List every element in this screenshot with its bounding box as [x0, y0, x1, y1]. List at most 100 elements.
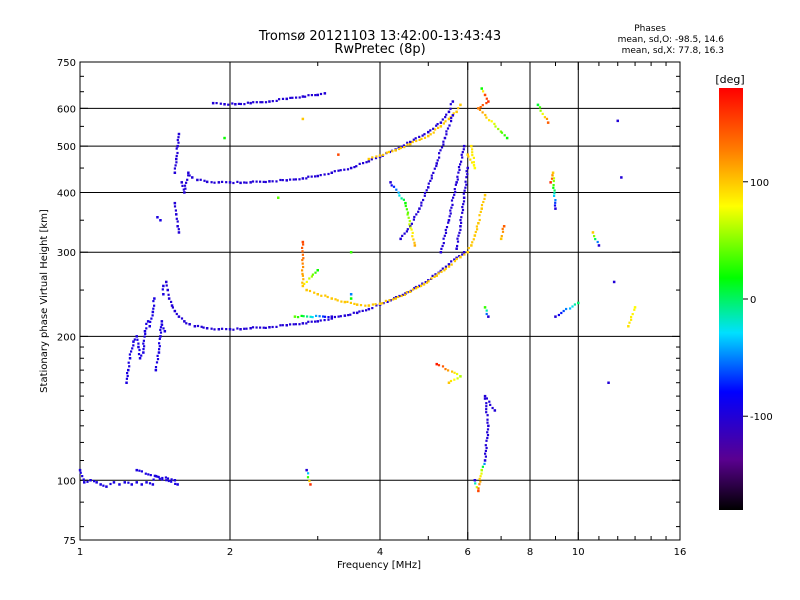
data-point: [144, 332, 147, 335]
data-point: [463, 189, 466, 192]
data-point: [268, 326, 271, 329]
data-point: [245, 327, 248, 330]
data-point: [301, 322, 305, 325]
data-point: [89, 479, 92, 482]
data-point: [302, 243, 305, 246]
data-point: [487, 315, 490, 318]
data-point: [142, 348, 145, 351]
data-point: [445, 113, 448, 116]
data-point: [289, 178, 292, 181]
data-point: [112, 481, 116, 484]
data-point: [399, 146, 403, 150]
data-point: [462, 200, 466, 203]
data-point: [467, 247, 470, 250]
data-point: [577, 301, 580, 305]
data-point: [361, 309, 364, 312]
data-point: [461, 253, 464, 256]
data-point: [406, 228, 409, 231]
data-point: [215, 102, 218, 105]
data-point: [165, 284, 168, 287]
data-point: [545, 117, 549, 120]
data-point: [83, 481, 86, 484]
data-point: [441, 365, 445, 368]
data-point: [554, 315, 557, 318]
data-point: [541, 112, 544, 115]
data-point: [466, 173, 469, 176]
data-point: [162, 284, 165, 288]
data-point: [239, 102, 242, 106]
data-point: [308, 289, 312, 293]
data-point: [309, 483, 312, 486]
stats-heading: Phases: [634, 24, 666, 34]
data-point: [462, 196, 466, 199]
data-point: [461, 156, 464, 159]
data-point: [294, 323, 297, 326]
data-point: [175, 213, 178, 216]
data-point: [184, 187, 187, 190]
data-point: [453, 258, 456, 261]
data-point: [128, 357, 132, 360]
data-point: [142, 351, 145, 354]
data-point: [138, 469, 141, 472]
data-point: [436, 159, 439, 162]
data-point: [327, 172, 330, 176]
data-point: [444, 228, 447, 232]
data-point: [292, 323, 295, 326]
data-point: [327, 316, 330, 319]
data-point: [381, 302, 384, 305]
data-point: [477, 487, 480, 490]
y-tick-label: 200: [57, 332, 76, 343]
data-point: [130, 350, 133, 353]
data-point: [397, 191, 400, 194]
data-point: [409, 290, 412, 293]
data-point: [346, 300, 349, 303]
data-point: [279, 324, 282, 327]
data-point: [455, 110, 458, 114]
data-point: [176, 144, 179, 148]
data-point: [474, 482, 477, 485]
data-point: [95, 481, 98, 484]
data-point: [448, 124, 451, 127]
data-point: [221, 180, 224, 183]
data-point: [323, 315, 327, 318]
data-point: [310, 94, 313, 97]
data-point: [137, 353, 141, 356]
data-point: [444, 368, 447, 371]
data-point: [429, 129, 432, 132]
data-point: [399, 237, 402, 241]
data-point: [78, 468, 82, 472]
data-point: [392, 298, 395, 301]
data-point: [183, 191, 186, 194]
data-point: [441, 118, 444, 121]
data-point: [406, 143, 409, 146]
data-point: [177, 231, 181, 234]
data-point: [477, 489, 480, 493]
data-point: [268, 180, 271, 183]
data-point: [225, 328, 228, 331]
data-point: [413, 287, 416, 290]
data-point: [334, 298, 337, 301]
data-point: [227, 103, 230, 106]
data-point: [223, 103, 226, 106]
data-point: [301, 95, 305, 98]
data-point: [402, 198, 405, 201]
data-point: [295, 96, 298, 99]
data-point: [132, 340, 135, 343]
data-point: [418, 284, 421, 288]
data-point: [310, 175, 313, 178]
data-point: [319, 174, 322, 177]
data-point: [211, 101, 215, 105]
data-point: [164, 476, 167, 479]
data-point: [484, 452, 487, 455]
data-point: [355, 311, 359, 315]
data-point: [275, 325, 278, 328]
data-point: [462, 251, 466, 254]
data-point: [471, 148, 474, 151]
data-point: [298, 96, 301, 99]
data-point: [135, 335, 138, 338]
data-point: [447, 110, 451, 114]
data-point: [176, 225, 179, 228]
data-point: [188, 323, 191, 326]
data-point: [477, 107, 480, 110]
data-point: [232, 328, 235, 331]
